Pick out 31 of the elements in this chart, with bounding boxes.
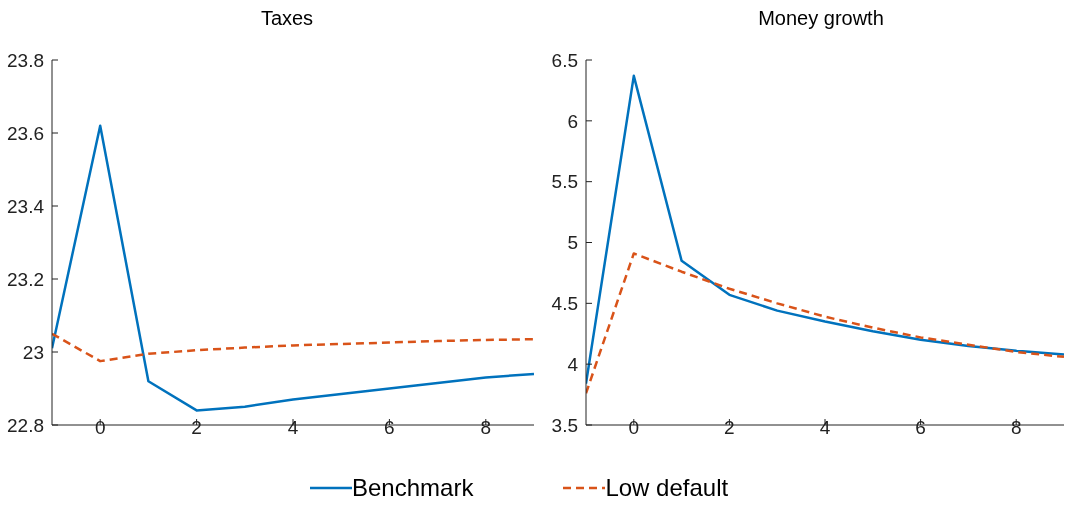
y-tick-label: 5.5 (551, 171, 578, 193)
chart-title: Money growth (757, 6, 885, 31)
x-tick-label: 6 (384, 417, 395, 439)
y-tick-label: 6.5 (551, 49, 578, 71)
legend-label: Low default (605, 474, 729, 502)
y-tick-label: 23 (22, 341, 44, 363)
x-tick-label: 0 (628, 417, 640, 439)
y-tick-label: 22.8 (7, 414, 44, 436)
x-tick-label: 6 (915, 417, 926, 439)
line-series (52, 332, 534, 363)
x-tick-label: 2 (191, 417, 202, 439)
x-tick-label: 8 (480, 417, 492, 439)
legend-label: Benchmark (352, 474, 474, 502)
x-tick-label: 4 (287, 417, 299, 439)
x-tick-label: 8 (1010, 417, 1022, 439)
y-tick-label: 23.6 (7, 122, 44, 144)
line-series (52, 124, 534, 412)
y-tick-label: 23.2 (7, 268, 44, 290)
line-series (586, 74, 1064, 385)
y-tick-label: 6 (567, 110, 578, 132)
y-tick-label: 5 (567, 232, 578, 254)
y-tick-label: 3.5 (551, 414, 578, 436)
x-tick-label: 2 (724, 417, 735, 439)
y-tick-label: 4.5 (551, 293, 578, 315)
y-tick-label: 4 (567, 353, 579, 375)
y-tick-label: 23.4 (7, 195, 45, 217)
chart-title: Taxes (259, 6, 315, 31)
line-series (586, 252, 1064, 395)
x-tick-label: 0 (94, 417, 106, 439)
y-tick-label: 23.8 (7, 49, 44, 71)
x-tick-label: 4 (819, 417, 831, 439)
